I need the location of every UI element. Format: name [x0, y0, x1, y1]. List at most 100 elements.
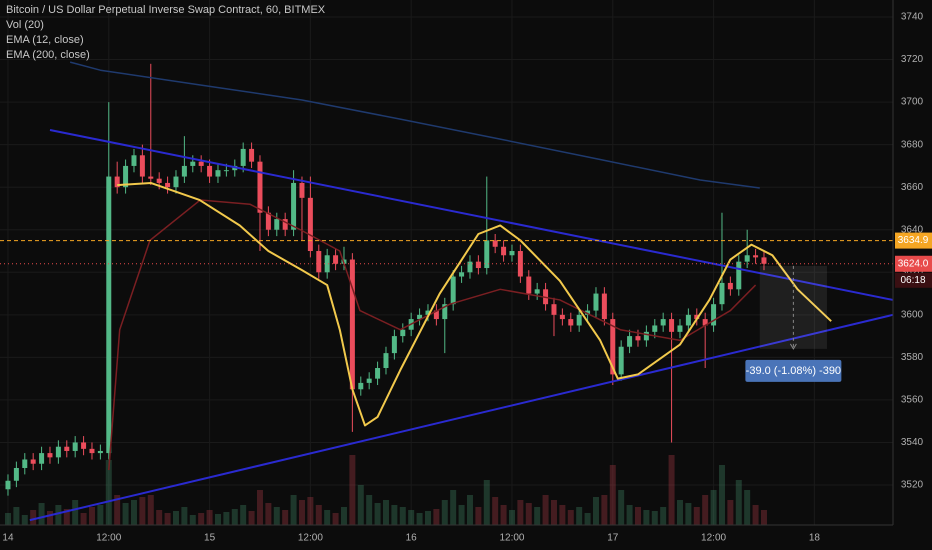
candle-body [450, 276, 456, 305]
volume-bar [601, 495, 608, 525]
volume-bar [46, 511, 53, 525]
candle-body [753, 255, 759, 258]
x-tick-label: 15 [204, 533, 216, 544]
volume-bar [466, 495, 473, 525]
candle-body [123, 165, 129, 188]
volume-bar [668, 455, 675, 525]
candle-body [240, 148, 246, 166]
candle-body [215, 170, 221, 177]
candle-body [307, 197, 313, 252]
volume-bar [693, 507, 700, 525]
candle-body [643, 331, 649, 341]
y-tick-label: 3620 [901, 267, 924, 278]
candle-body [181, 165, 187, 177]
volume-bar [122, 503, 129, 525]
candle-body [501, 246, 507, 256]
candle-body [694, 314, 700, 320]
volume-bar [206, 510, 213, 525]
y-tick-label: 3680 [901, 139, 924, 150]
candle-body [459, 272, 465, 277]
volume-bar [567, 510, 574, 525]
volume-bar [256, 490, 263, 525]
candle-body [148, 176, 154, 179]
volume-bar [710, 490, 717, 525]
volume-bar [231, 509, 238, 525]
candle-body [257, 161, 263, 213]
legend-title: Bitcoin / US Dollar Perpetual Inverse Sw… [6, 4, 326, 16]
volume-bar [164, 513, 171, 525]
candle-body [685, 314, 691, 326]
x-tick-label: 12:00 [298, 533, 323, 544]
candle-body [492, 240, 498, 247]
volume-bar [147, 495, 154, 525]
candle-body [5, 480, 11, 490]
volume-bar [702, 495, 709, 525]
volume-bar [744, 490, 751, 525]
candle-body [702, 319, 708, 326]
volume-bar [576, 507, 583, 525]
volume-bar [752, 505, 759, 525]
volume-bar [685, 503, 692, 525]
candle-body [22, 459, 28, 468]
volume-bar [290, 495, 297, 525]
volume-bar [340, 507, 347, 525]
volume-bar [181, 507, 188, 525]
x-tick-label: 18 [809, 533, 821, 544]
volume-bar [559, 505, 566, 525]
volume-bar [130, 500, 137, 525]
y-tick-label: 3740 [901, 12, 924, 23]
x-tick-label: 17 [607, 533, 619, 544]
trend-line [29, 313, 894, 522]
candle-body [30, 459, 36, 464]
volume-bar [265, 503, 272, 525]
candle-body [72, 442, 78, 451]
volume-bar [592, 497, 599, 525]
candle-body [585, 310, 591, 315]
volume-bar [223, 512, 230, 525]
price-tag-label: 3624.0 [898, 258, 929, 269]
candle-body [719, 282, 725, 305]
candle-body [618, 346, 624, 375]
volume-bar [433, 509, 440, 525]
volume-bar [88, 507, 95, 525]
y-tick-label: 3700 [901, 97, 924, 108]
volume-bar [483, 480, 490, 525]
countdown-tag [895, 272, 932, 288]
volume-bar [4, 513, 11, 525]
volume-bar [651, 511, 658, 525]
volume-bar [609, 465, 616, 525]
candle-body [526, 276, 532, 294]
candle-body [324, 255, 330, 273]
candle-body [551, 304, 557, 315]
volume-bar [727, 500, 734, 525]
candle-body [736, 261, 742, 290]
volume-bar [324, 510, 331, 525]
volume-bar [298, 500, 305, 525]
candle-body [627, 336, 633, 347]
volume-bar [416, 513, 423, 525]
volume-bar [156, 510, 163, 525]
candle-body [131, 155, 137, 166]
measure-arrowhead [789, 343, 797, 350]
candle-body [165, 182, 171, 188]
volume-bar [450, 490, 457, 525]
volume-bar [97, 505, 104, 525]
volume-bar [374, 503, 381, 525]
candle-body [249, 148, 255, 162]
volume-bar [391, 505, 398, 525]
legend-item: EMA (200, close) [6, 49, 90, 61]
x-tick-label: 12:00 [499, 533, 524, 544]
candle-body [173, 176, 179, 188]
candle-body [265, 212, 271, 230]
volume-bar [534, 507, 541, 525]
volume-bar [30, 510, 37, 525]
trend-line [49, 128, 894, 301]
indicator-line [117, 181, 832, 427]
volume-bar [517, 500, 524, 525]
volume-bar [542, 495, 549, 525]
x-tick-label: 16 [406, 533, 418, 544]
candle-body [39, 453, 45, 464]
candle-body [349, 259, 355, 390]
volume-bar [357, 485, 364, 525]
